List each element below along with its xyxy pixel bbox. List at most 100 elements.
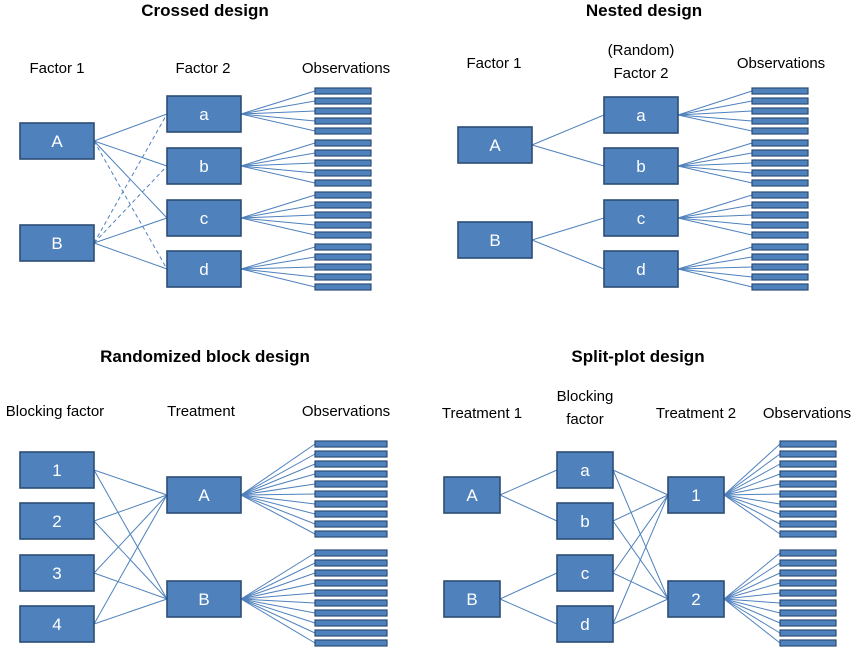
nested-edge: [531, 217, 605, 241]
split-observation-bar: [779, 530, 837, 538]
block-blocking-4-shape: [19, 605, 95, 643]
block-blocking-2-label: 2: [52, 512, 61, 531]
split-blocking-c-label: c: [581, 564, 590, 583]
block-observations-header: Observations: [302, 403, 390, 420]
split-treatment2-2-label: 2: [691, 590, 700, 609]
nested-observation-bar: [751, 139, 809, 147]
nested-factor2-c-shape: [603, 199, 679, 237]
edge-layer: [93, 90, 781, 644]
nested-factor2-d-shape: [603, 250, 679, 288]
split-edge: [499, 572, 558, 600]
split-obs-edge: [723, 494, 781, 535]
crossed-observation-bar: [314, 97, 372, 105]
crossed-factor1-B: B: [19, 224, 95, 262]
split-obs-edge: [723, 592, 781, 600]
crossed-observation-bar: [314, 159, 372, 167]
block-blocking-3-shape: [19, 554, 95, 592]
split-edge: [612, 598, 669, 625]
block-blocking-1: 1: [19, 451, 95, 489]
split-observation-bar: [779, 480, 837, 488]
nested-obs-edge: [677, 268, 753, 278]
block-treatment-B: B: [166, 580, 242, 618]
nested-obs-edge: [677, 90, 753, 116]
nested-observation-bar: [751, 243, 809, 251]
block-obs-edge: [240, 483, 316, 496]
block-obs-edge: [240, 598, 316, 624]
nested-obs-edge: [677, 114, 753, 122]
split-observation-bar: [779, 500, 837, 508]
crossed-observation-bar: [314, 283, 372, 291]
crossed-edge-dashed: [93, 165, 168, 244]
split-edge: [612, 494, 669, 574]
nested-obs-edge: [677, 110, 753, 116]
block-observation-bar: [314, 510, 388, 518]
split-treatment2-header: Treatment 2: [656, 405, 736, 422]
block-edge: [93, 494, 168, 522]
crossed-observation-bar: [314, 201, 372, 209]
split-observations-header: Observations: [763, 405, 851, 422]
split-obs-edge: [723, 494, 781, 505]
nested-obs-edge: [677, 266, 753, 270]
block-treatment-A-label: A: [198, 486, 210, 505]
block-obs-edge: [240, 494, 316, 525]
split-blocking-d: d: [556, 605, 614, 643]
block-treatment-header: Treatment: [167, 403, 236, 420]
nested-factor2-b: b: [603, 147, 679, 185]
nested-design-title: Nested design: [586, 1, 702, 20]
split-observation-bar: [779, 490, 837, 498]
block-edge: [93, 572, 168, 600]
nested-observation-bar: [751, 87, 809, 95]
crossed-obs-edge: [240, 268, 316, 278]
nested-obs-edge: [677, 165, 753, 174]
split-plot-design-title: Split-plot design: [571, 347, 704, 366]
split-obs-edge: [723, 598, 781, 624]
block-treatment-A-shape: [166, 476, 242, 514]
split-obs-edge: [723, 494, 781, 515]
crossed-factor2-d: d: [166, 250, 242, 288]
block-obs-edge: [240, 592, 316, 600]
split-treatment2-2-shape: [667, 580, 725, 618]
nested-obs-edge: [677, 268, 753, 288]
split-obs-edge: [723, 598, 781, 644]
nested-observations-header: Observations: [737, 55, 825, 72]
split-edge: [499, 469, 558, 496]
block-obs-edge: [240, 598, 316, 604]
crossed-factor1-A-shape: [19, 122, 95, 160]
split-edge: [499, 494, 558, 522]
crossed-obs-edge: [240, 256, 316, 270]
crossed-factor2-c-label: c: [200, 209, 209, 228]
nested-factor2-c-label: c: [637, 209, 646, 228]
crossed-observation-bar: [314, 117, 372, 125]
split-obs-edge: [723, 463, 781, 496]
randomized-block-design-title: Randomized block design: [100, 347, 310, 366]
crossed-obs-edge: [240, 90, 316, 115]
block-edge: [93, 469, 168, 496]
crossed-observation-bar: [314, 87, 372, 95]
split-obs-edge: [723, 493, 781, 496]
nested-random-header: (Random): [608, 42, 675, 59]
nested-edge: [531, 114, 605, 146]
nested-observation-bar: [751, 211, 809, 219]
crossed-obs-edge: [240, 204, 316, 219]
block-blocking-1-shape: [19, 451, 95, 489]
nested-observation-bar: [751, 253, 809, 261]
block-obs-edge: [240, 494, 316, 515]
nested-observation-bar: [751, 149, 809, 157]
split-obs-edge: [723, 483, 781, 496]
block-obs-edge: [240, 494, 316, 505]
crossed-edge: [93, 113, 168, 142]
crossed-edge-dashed: [93, 113, 168, 244]
split-treatment2-1-label: 1: [691, 486, 700, 505]
block-observation-bar: [314, 450, 388, 458]
split-treatment1-header: Treatment 1: [442, 405, 522, 422]
block-obs-edge: [240, 552, 316, 600]
nested-factor2-b-shape: [603, 147, 679, 185]
block-observation-bar: [314, 579, 388, 587]
block-blocking-3: 3: [19, 554, 95, 592]
split-observation-bar: [779, 629, 837, 637]
crossed-observation-bar: [314, 231, 372, 239]
split-treatment2-2: 2: [667, 580, 725, 618]
nested-factor2-header: Factor 2: [613, 65, 668, 82]
split-observation-bar: [779, 579, 837, 587]
nested-factor2-d: d: [603, 250, 679, 288]
